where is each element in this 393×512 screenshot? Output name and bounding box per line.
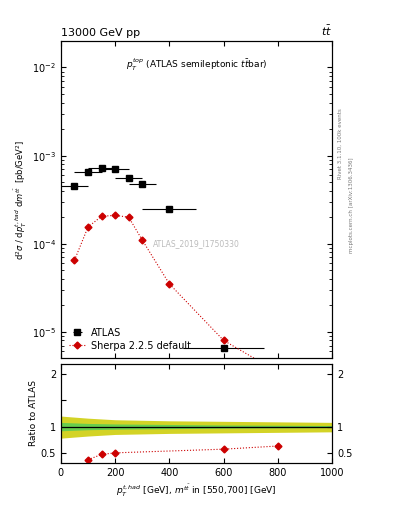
Text: 13000 GeV pp: 13000 GeV pp: [61, 28, 140, 38]
Text: ATLAS_2019_I1750330: ATLAS_2019_I1750330: [153, 240, 240, 249]
Legend: ATLAS, Sherpa 2.2.5 default: ATLAS, Sherpa 2.2.5 default: [66, 325, 194, 354]
Y-axis label: d$^2\sigma$ / d$p_T^{t,had}$ d$m^{t\bar{t}}$  [pb/GeV$^2$]: d$^2\sigma$ / d$p_T^{t,had}$ d$m^{t\bar{…: [13, 140, 29, 260]
Text: $p_T^{top}$ (ATLAS semileptonic $t\bar{t}$bar): $p_T^{top}$ (ATLAS semileptonic $t\bar{t…: [126, 57, 267, 73]
X-axis label: $p_T^{t,had}$ [GeV], $m^{t\bar{t}}$ in [550,700] [GeV]: $p_T^{t,had}$ [GeV], $m^{t\bar{t}}$ in […: [116, 482, 277, 499]
Text: Rivet 3.1.10, 100k events: Rivet 3.1.10, 100k events: [338, 108, 342, 179]
Text: mcplots.cern.ch [arXiv:1306.3436]: mcplots.cern.ch [arXiv:1306.3436]: [349, 157, 354, 252]
Text: $t\bar{t}$: $t\bar{t}$: [321, 24, 332, 38]
Y-axis label: Ratio to ATLAS: Ratio to ATLAS: [29, 380, 38, 446]
